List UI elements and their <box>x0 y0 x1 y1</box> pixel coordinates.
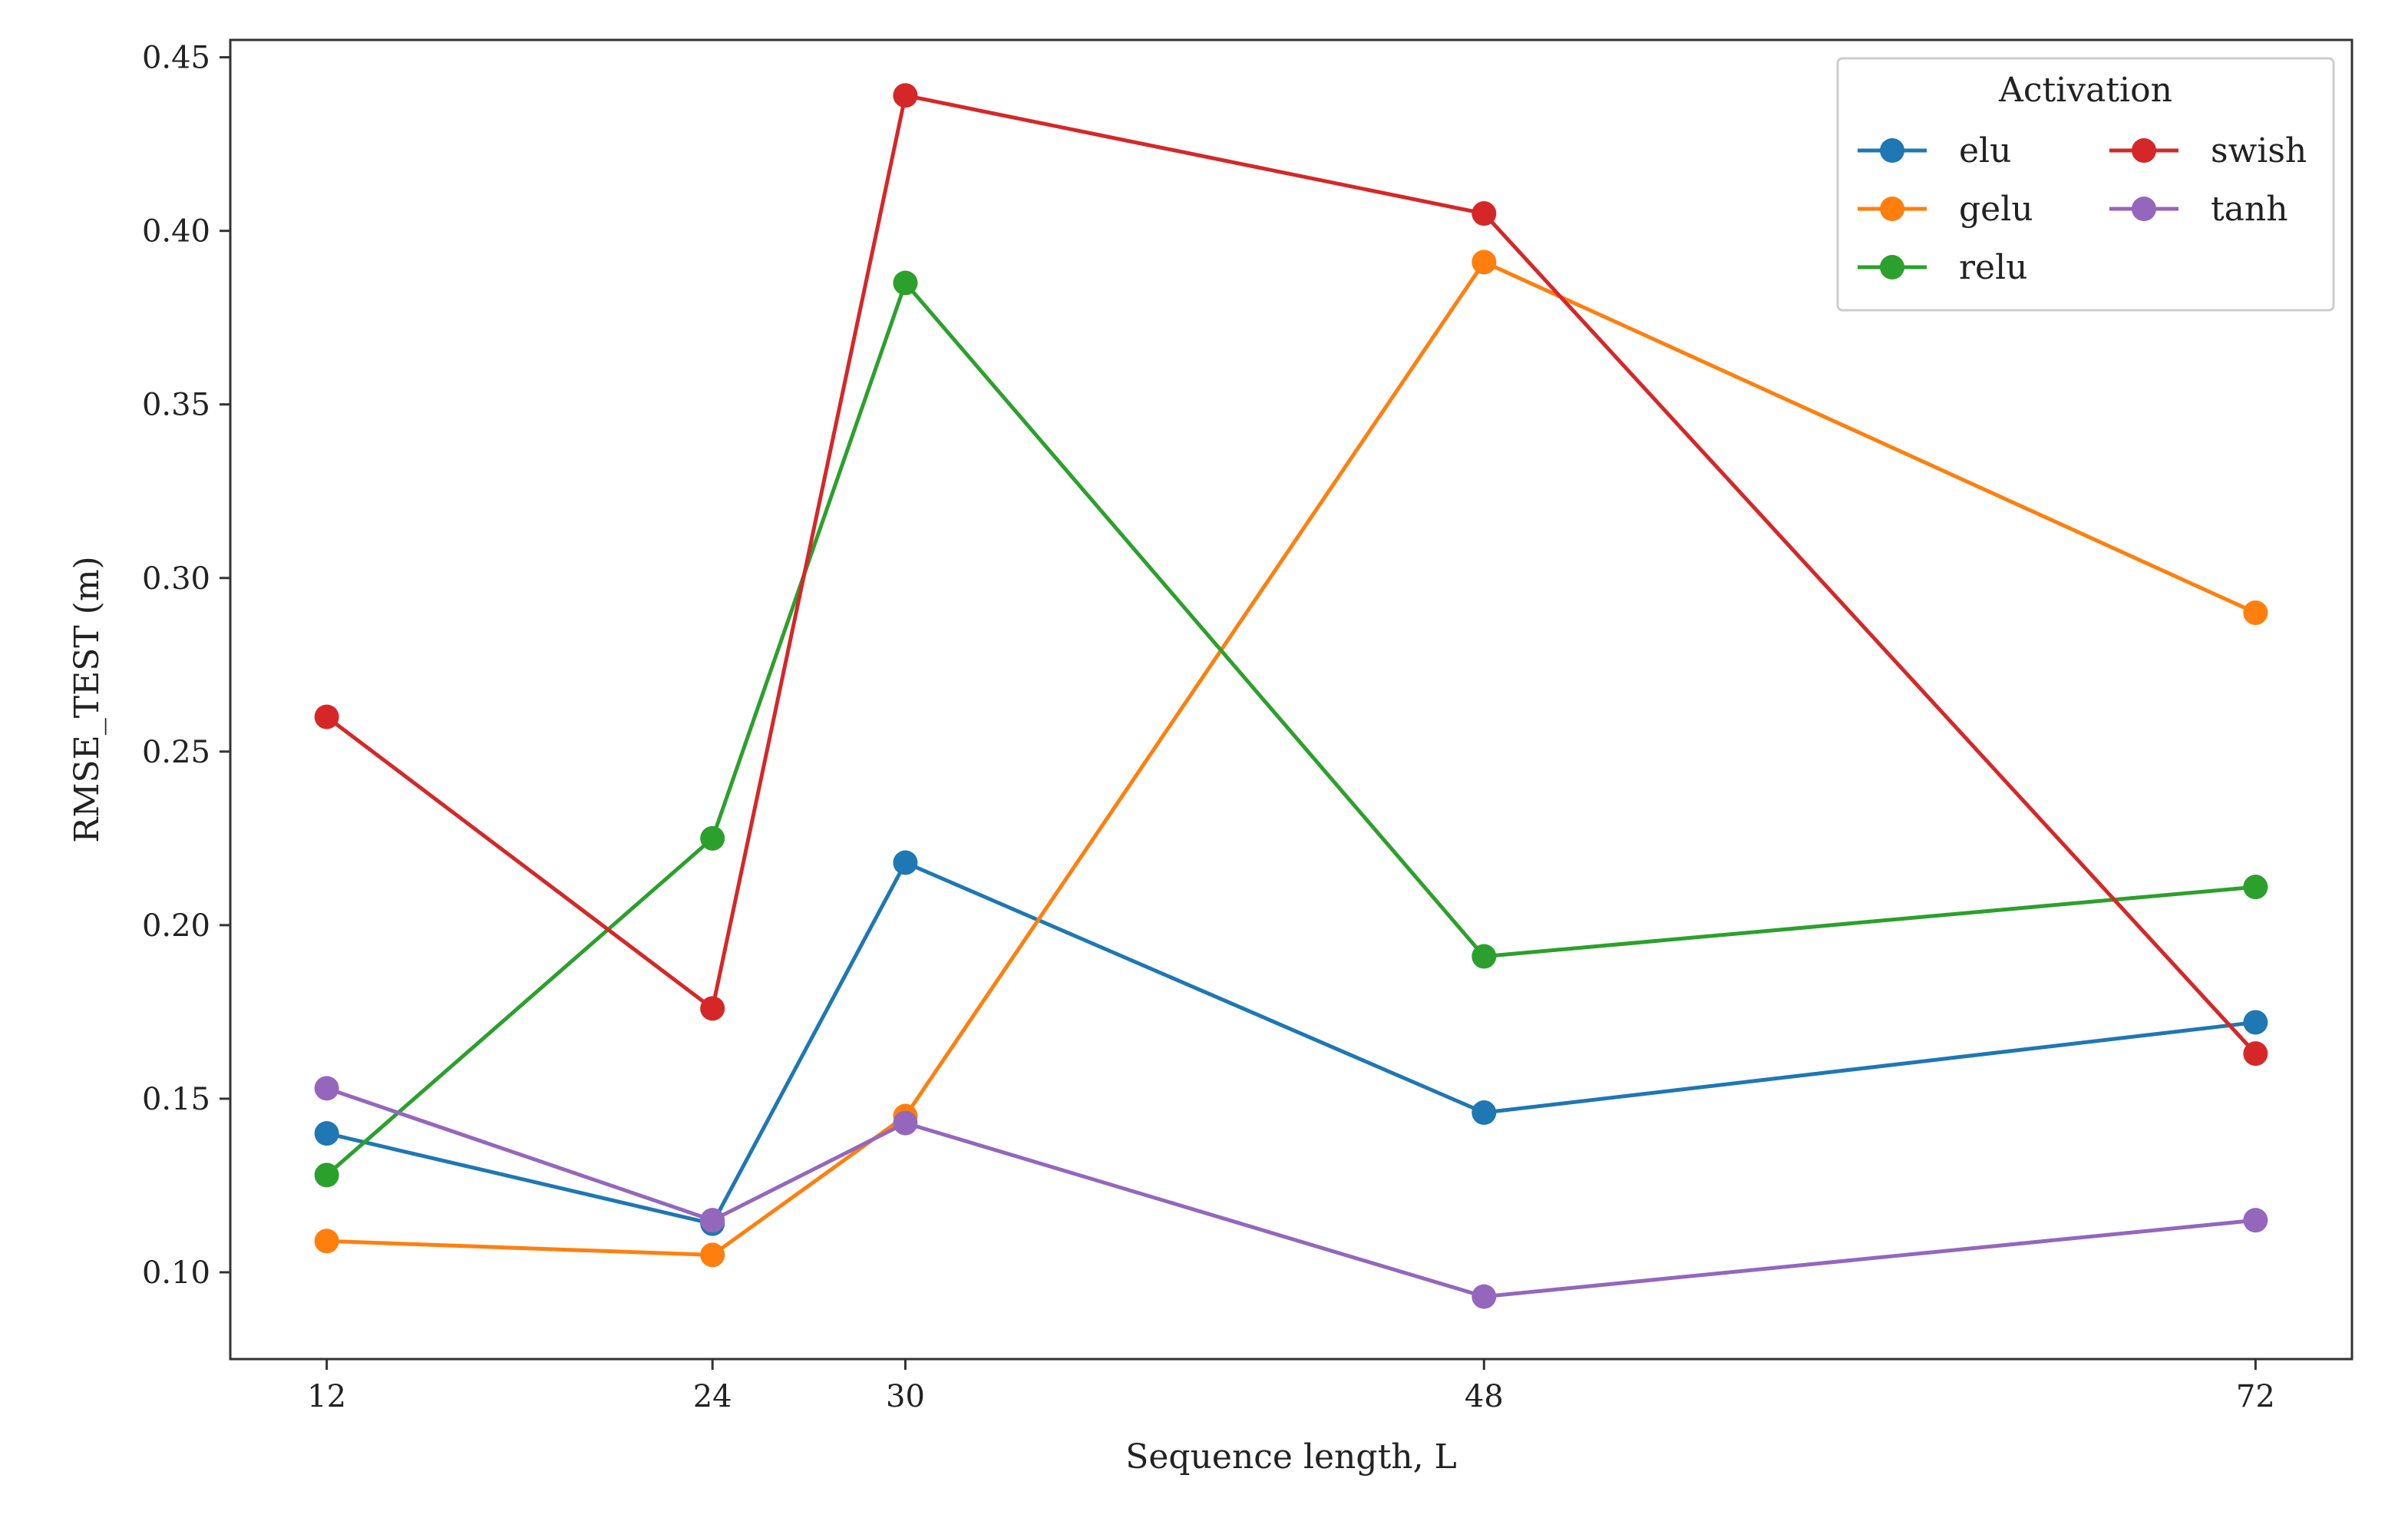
legend-item-swish: swish <box>2109 131 2307 170</box>
legend-label: swish <box>2211 131 2307 170</box>
data-point-relu <box>2243 875 2268 900</box>
y-tick-label: 0.35 <box>142 388 210 423</box>
y-tick-label: 0.25 <box>142 735 210 770</box>
series-swish <box>314 83 2268 1067</box>
data-point-swish <box>1472 201 1497 227</box>
legend-items: elu gelu relu swish tanh <box>1858 131 2307 287</box>
y-axis: 0.10 0.15 0.20 0.25 0.30 0.35 0.40 0.45 <box>142 41 230 1291</box>
x-axis: 12 24 30 48 72 <box>307 1359 2275 1414</box>
data-point-swish <box>700 996 725 1021</box>
legend-item-elu: elu <box>1858 131 2011 170</box>
legend-swatch-marker <box>1880 255 1904 279</box>
legend-swatch-marker <box>2132 197 2156 221</box>
data-point-gelu <box>2243 600 2268 625</box>
legend-label: tanh <box>2211 190 2288 229</box>
data-point-relu <box>1472 944 1497 969</box>
y-tick-label: 0.15 <box>142 1082 210 1117</box>
x-tick-label: 48 <box>1465 1379 1504 1414</box>
data-point-tanh <box>700 1208 725 1233</box>
legend-swatch-marker <box>1880 138 1904 163</box>
legend-label: relu <box>1959 248 2027 287</box>
series-layer <box>314 83 2268 1309</box>
y-tick-label: 0.40 <box>142 214 210 250</box>
data-point-swish <box>2243 1041 2268 1067</box>
data-point-gelu <box>700 1242 725 1268</box>
x-tick-label: 72 <box>2236 1379 2275 1414</box>
y-tick-label: 0.45 <box>142 41 210 76</box>
legend-item-tanh: tanh <box>2109 190 2288 229</box>
legend-swatch-marker <box>2132 138 2156 163</box>
data-point-swish <box>314 704 339 729</box>
data-point-elu <box>2243 1010 2268 1035</box>
legend-box <box>1836 57 2335 312</box>
y-tick-label: 0.10 <box>142 1255 210 1291</box>
data-point-swish <box>893 83 918 108</box>
data-point-tanh <box>893 1110 918 1136</box>
x-tick-label: 12 <box>307 1379 346 1414</box>
data-point-relu <box>700 825 725 851</box>
data-point-gelu <box>1472 250 1497 275</box>
legend-title: Activation <box>1998 71 2172 110</box>
data-point-elu <box>893 850 918 875</box>
legend: Activation elu gelu relu swish tanh <box>1836 57 2335 312</box>
series-tanh <box>314 1076 2268 1309</box>
legend-swatch-marker <box>1880 197 1904 221</box>
legend-item-relu: relu <box>1858 248 2027 287</box>
data-point-elu <box>314 1121 339 1146</box>
y-axis-label: RMSE_TEST (m) <box>68 556 107 842</box>
data-point-tanh <box>2243 1208 2268 1233</box>
data-point-elu <box>1472 1100 1497 1126</box>
y-tick-label: 0.30 <box>142 561 210 597</box>
legend-label: elu <box>1959 131 2011 170</box>
series-relu <box>314 270 2268 1188</box>
data-point-tanh <box>314 1076 339 1101</box>
y-tick-label: 0.20 <box>142 908 210 944</box>
legend-label: gelu <box>1959 190 2033 229</box>
x-tick-label: 24 <box>693 1379 732 1414</box>
x-axis-label: Sequence length, L <box>1125 1437 1457 1477</box>
data-point-relu <box>314 1163 339 1188</box>
x-tick-label: 30 <box>886 1379 925 1414</box>
data-point-gelu <box>314 1229 339 1254</box>
data-point-relu <box>893 270 918 296</box>
data-point-tanh <box>1472 1284 1497 1309</box>
legend-item-gelu: gelu <box>1858 190 2033 229</box>
